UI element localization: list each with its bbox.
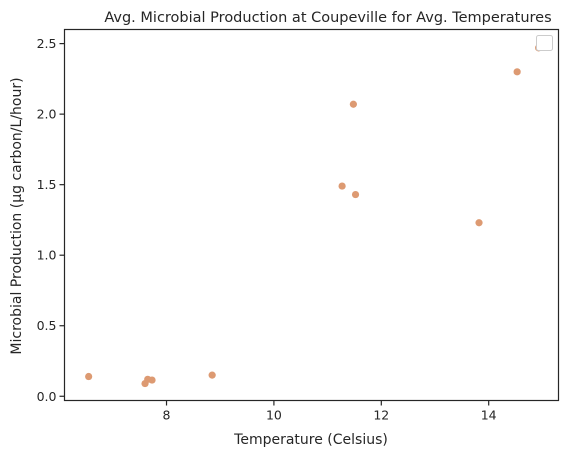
y-tick-label: 1.0 bbox=[37, 248, 57, 263]
y-axis: 0.0 0.5 1.0 1.5 2.0 2.5 bbox=[37, 36, 65, 404]
y-tick-label: 2.0 bbox=[37, 107, 57, 122]
y-axis-label: Microbial Production (µg carbon/L/hour) bbox=[9, 77, 25, 354]
y-tick-label: 0.0 bbox=[37, 389, 57, 404]
data-point bbox=[351, 190, 360, 199]
x-tick-label: 12 bbox=[373, 408, 389, 423]
x-tick-label: 10 bbox=[266, 408, 282, 423]
y-tick-label: 2.5 bbox=[37, 36, 57, 51]
data-point bbox=[148, 376, 156, 384]
data-point bbox=[349, 100, 357, 108]
data-points bbox=[85, 44, 543, 388]
data-point bbox=[475, 219, 483, 227]
plot-area bbox=[63, 28, 560, 402]
legend-box bbox=[536, 35, 553, 51]
chart-title: Avg. Microbial Production at Coupeville … bbox=[104, 10, 551, 26]
data-point bbox=[338, 182, 346, 190]
data-point bbox=[513, 68, 521, 76]
data-point bbox=[85, 372, 93, 381]
y-tick-label: 1.5 bbox=[37, 177, 57, 192]
x-axis-label: Temperature (Celsius) bbox=[233, 432, 388, 448]
y-tick-label: 0.5 bbox=[37, 318, 57, 333]
x-tick-label: 8 bbox=[163, 408, 171, 423]
x-axis: 8 10 12 14 bbox=[163, 400, 497, 423]
x-tick-label: 14 bbox=[481, 408, 497, 423]
data-point bbox=[208, 371, 216, 379]
